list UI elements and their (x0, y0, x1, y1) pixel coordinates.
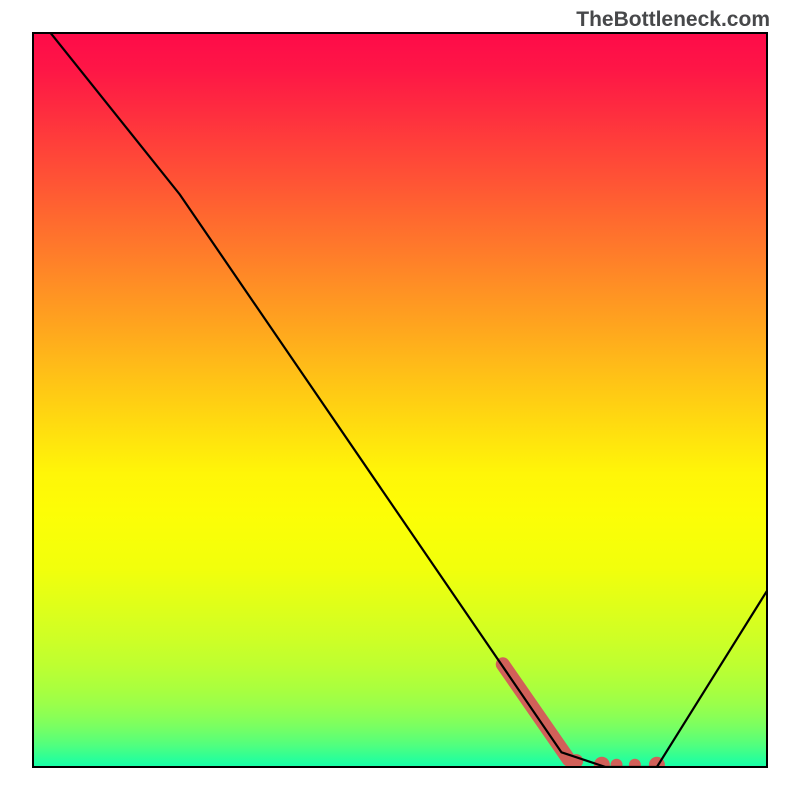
watermark-text: TheBottleneck.com (576, 8, 770, 31)
bottleneck-chart: TheBottleneck.com (0, 0, 800, 800)
plot-background-gradient (33, 33, 767, 767)
chart-container: TheBottleneck.com (0, 0, 800, 800)
